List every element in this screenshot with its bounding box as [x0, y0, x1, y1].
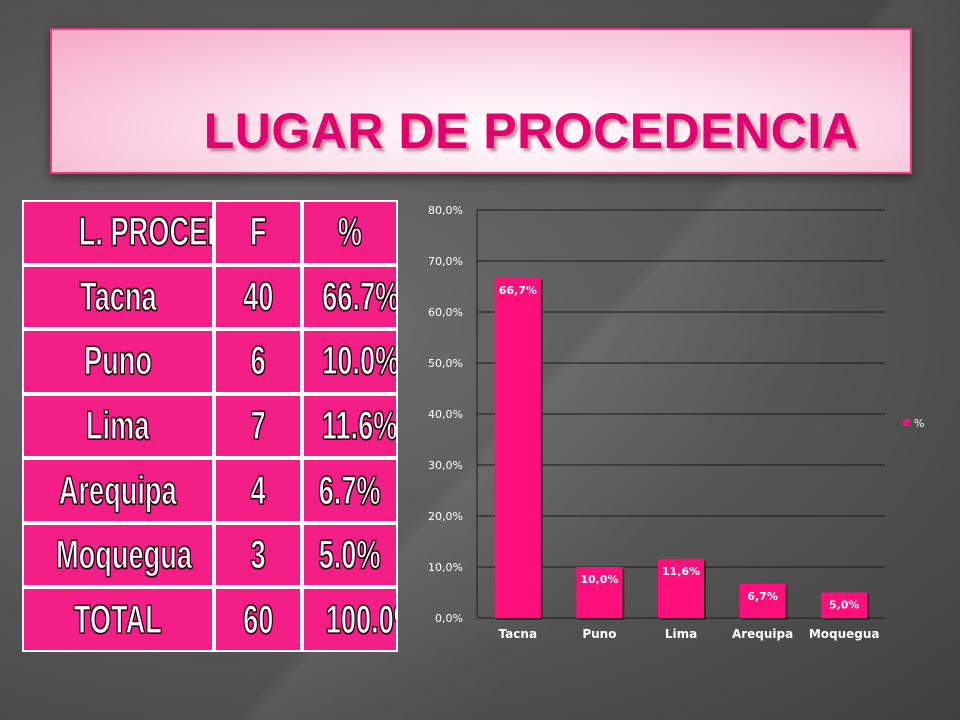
bar: [658, 558, 704, 618]
table-cell-text: Arequipa: [59, 468, 178, 513]
table-cell-text: 66.7%: [322, 274, 398, 319]
table-cell: 4: [214, 458, 302, 523]
table-cell-text: 40: [242, 274, 274, 319]
table-cell-text: 100.0%: [325, 597, 396, 642]
table-row: Tacna 40 66.7%: [22, 264, 398, 330]
table-cell: 11.6%: [302, 393, 398, 459]
y-tick-label: 40,0%: [428, 408, 463, 421]
table-cell-text: F: [249, 210, 267, 255]
data-label: 6,7%: [747, 590, 778, 603]
table-cell: %: [302, 200, 398, 265]
table-cell-text: 4: [250, 468, 266, 513]
table-cell: 7: [214, 393, 302, 459]
y-tick-label: 80,0%: [428, 204, 463, 217]
y-tick-label: 30,0%: [428, 459, 463, 472]
table-cell-text: TOTAL: [73, 597, 163, 642]
table-cell: 3: [214, 522, 302, 588]
table-cell: 6.7%: [302, 458, 398, 523]
table-cell: L. PROCEDENCIA: [22, 200, 214, 265]
table-cell: Moquegua: [22, 522, 214, 588]
data-label: 66,7%: [499, 284, 537, 297]
title-banner: LUGAR DE PROCEDENCIA: [50, 28, 912, 174]
table-cell-text: 60: [242, 597, 274, 642]
table-cell-text: L. PROCEDENCIA: [78, 210, 212, 255]
data-label: 5,0%: [829, 599, 860, 612]
table-cell: 60: [214, 587, 302, 652]
table-row: Arequipa 4 6.7%: [22, 458, 398, 523]
table-cell-text: 7: [250, 403, 266, 448]
data-label: 10,0%: [580, 573, 618, 586]
x-tick-label: Lima: [665, 627, 697, 641]
table-cell: Lima: [22, 393, 214, 459]
y-tick-label: 10,0%: [428, 561, 463, 574]
y-tick-label: 20,0%: [428, 510, 463, 523]
bar: [739, 583, 786, 618]
x-tick-label: Arequipa: [732, 627, 793, 641]
table-row: Puno 6 10.0%: [22, 329, 398, 394]
bar: [576, 567, 623, 618]
page-title: LUGAR DE PROCEDENCIA: [203, 103, 859, 159]
table-cell: Arequipa: [22, 458, 214, 523]
table-cell: F: [214, 200, 302, 265]
table-cell: 40: [214, 264, 302, 330]
table-cell: TOTAL: [22, 587, 214, 652]
data-label: 11,6%: [662, 565, 700, 578]
table-cell-text: 5.0%: [318, 533, 382, 578]
y-tick-label: 0,0%: [435, 612, 463, 625]
y-tick-label: 60,0%: [428, 306, 463, 319]
bar: [494, 277, 541, 618]
table-cell: 10.0%: [302, 329, 398, 394]
legend-swatch: [903, 419, 910, 426]
table-cell: Tacna: [22, 264, 214, 330]
table-cell-text: %: [337, 210, 363, 255]
x-tick-label: Tacna: [499, 627, 538, 641]
table-row: TOTAL 60 100.0%: [22, 587, 398, 652]
table-cell-text: 11.6%: [321, 403, 398, 448]
x-tick-label: Puno: [582, 627, 616, 641]
y-tick-label: 50,0%: [428, 357, 463, 370]
table-cell-text: 6: [250, 339, 266, 384]
table-cell-text: Lima: [86, 403, 150, 448]
table-cell-text: Puno: [83, 339, 153, 384]
bar-chart-svg: 0,0% 10,0% 20,0% 30,0% 40,0% 50,0% 60,0% 70,0% 8…: [428, 204, 924, 641]
table-cell-text: 3: [250, 533, 266, 578]
table-row: Moquegua 3 5.0%: [22, 522, 398, 588]
table-cell: 5.0%: [302, 522, 398, 588]
table-cell: 100.0%: [302, 587, 398, 652]
table-cell-text: Tacna: [79, 274, 157, 319]
x-tick-label: Moquegua: [809, 627, 880, 641]
table-cell: Puno: [22, 329, 214, 394]
table-cell-text: 6.7%: [318, 468, 382, 513]
bar-chart: 0,0% 10,0% 20,0% 30,0% 40,0% 50,0% 60,0% 70,0% 8…: [405, 190, 950, 660]
table-cell-text: Moquegua: [55, 533, 193, 578]
table-cell: 66.7%: [302, 264, 398, 330]
legend-label: %: [914, 417, 924, 430]
table-row: Lima 7 11.6%: [22, 393, 398, 459]
table-cell: 6: [214, 329, 302, 394]
table-cell-text: 10.0%: [322, 339, 398, 384]
bar: [821, 592, 868, 618]
y-tick-label: 70,0%: [428, 255, 463, 268]
table-header-row: L. PROCEDENCIA F%: [22, 200, 398, 265]
frequency-table: L. PROCEDENCIA F% Tacna 40 66.7% Puno 6 10.0% Li…: [22, 200, 398, 652]
